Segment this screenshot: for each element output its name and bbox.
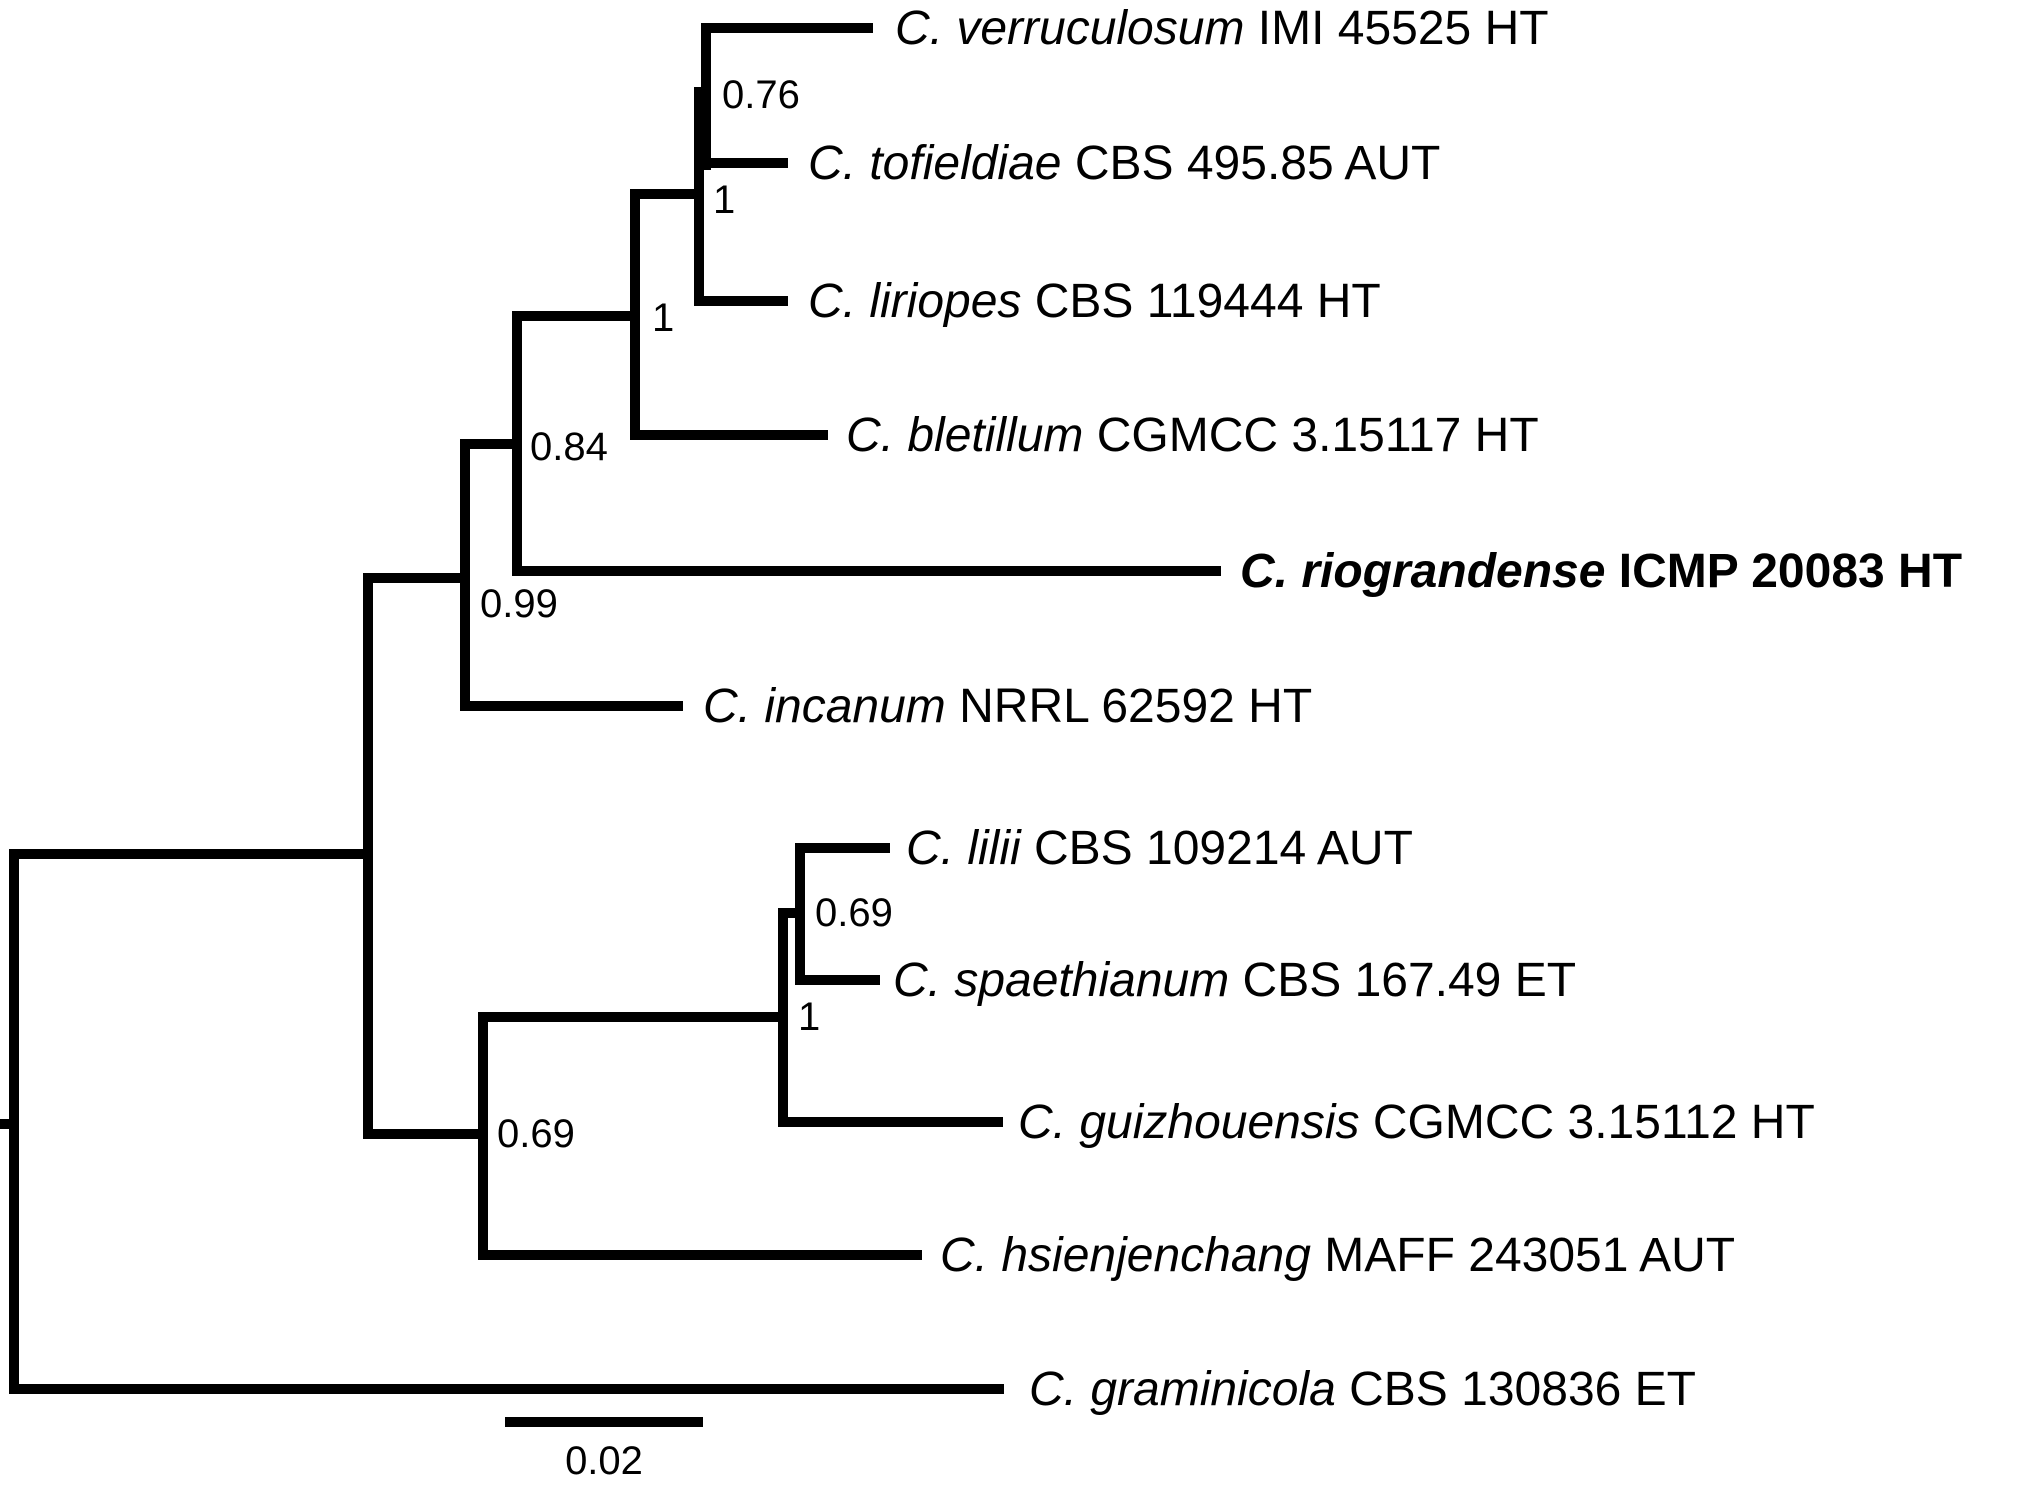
taxon-strain: CBS 167.49 ET <box>1243 954 1577 1007</box>
taxon-species: C. liriopes <box>808 275 1021 328</box>
taxon-label: C. graminicola CBS 130836 ET <box>1029 1363 1696 1416</box>
taxon-strain: CBS 109214 AUT <box>1034 822 1413 875</box>
taxon-label: C. spaethianum CBS 167.49 ET <box>893 954 1576 1007</box>
support-value: 1 <box>713 178 735 222</box>
taxon-strain: IMI 45525 HT <box>1258 2 1549 55</box>
taxon-species: C. tofieldiae <box>808 137 1061 190</box>
support-value: 0.69 <box>815 891 893 935</box>
taxon-strain: CBS 130836 ET <box>1349 1363 1696 1416</box>
taxon-label-highlighted: C. riograndense ICMP 20083 HT <box>1240 545 1962 598</box>
taxon-label: C. tofieldiae CBS 495.85 AUT <box>808 137 1440 190</box>
taxon-species: C. lilii <box>906 822 1022 875</box>
support-values: 0.76 1 1 0.84 0.99 0.69 1 0.69 <box>480 73 893 1156</box>
taxon-label: C. lilii CBS 109214 AUT <box>906 822 1413 875</box>
taxon-strain: NRRL 62592 HT <box>959 680 1312 733</box>
taxon-label: C. hsienjenchang MAFF 243051 AUT <box>940 1229 1735 1282</box>
taxon-strain: CGMCC 3.15117 HT <box>1097 409 1539 462</box>
taxon-species: C. bletillum <box>846 409 1083 462</box>
taxon-label: C. bletillum CGMCC 3.15117 HT <box>846 409 1539 462</box>
taxon-strain: CBS 495.85 AUT <box>1075 137 1441 190</box>
taxon-species: C. guizhouensis <box>1018 1096 1360 1149</box>
taxon-species: C. verruculosum <box>895 2 1244 55</box>
taxon-species: C. hsienjenchang <box>940 1229 1311 1282</box>
taxon-species: C. riograndense <box>1240 545 1605 598</box>
taxon-labels: C. verruculosum IMI 45525 HT C. tofieldi… <box>703 2 1962 1416</box>
taxon-species: C. spaethianum <box>893 954 1229 1007</box>
support-value: 0.69 <box>497 1112 575 1156</box>
taxon-label: C. incanum NRRL 62592 HT <box>703 680 1312 733</box>
support-value: 0.84 <box>530 425 608 469</box>
taxon-species: C. graminicola <box>1029 1363 1336 1416</box>
taxon-strain: MAFF 243051 AUT <box>1324 1229 1735 1282</box>
support-value: 0.99 <box>480 582 558 626</box>
taxon-strain: CGMCC 3.15112 HT <box>1373 1096 1815 1149</box>
scale-bar-label: 0.02 <box>565 1439 643 1483</box>
support-value: 1 <box>798 995 820 1039</box>
taxon-species: C. incanum <box>703 680 946 733</box>
taxon-strain: ICMP 20083 HT <box>1619 545 1962 598</box>
taxon-label: C. liriopes CBS 119444 HT <box>808 275 1381 328</box>
taxon-strain: CBS 119444 HT <box>1035 275 1381 328</box>
tree-branches <box>0 23 1221 1427</box>
taxon-label: C. verruculosum IMI 45525 HT <box>895 2 1549 55</box>
support-value: 1 <box>652 296 674 340</box>
support-value: 0.76 <box>722 73 800 117</box>
taxon-label: C. guizhouensis CGMCC 3.15112 HT <box>1018 1096 1815 1149</box>
